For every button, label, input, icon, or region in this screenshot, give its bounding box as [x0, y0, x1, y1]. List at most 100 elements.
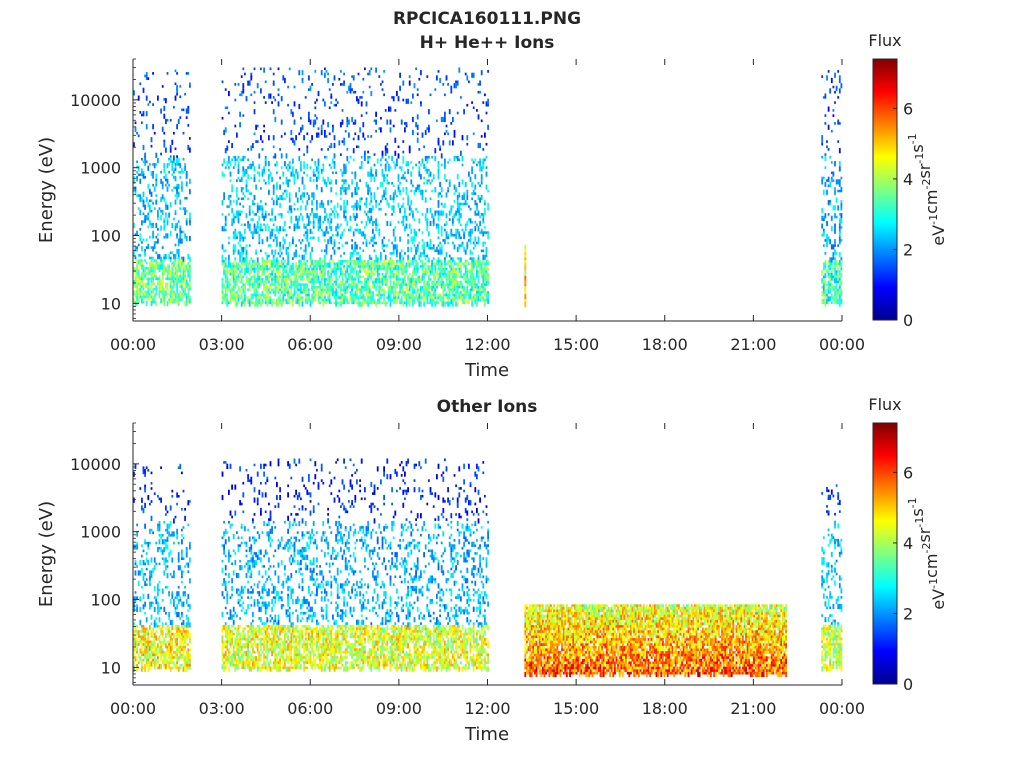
spectrogram-pixel: [155, 300, 158, 307]
spectrogram-pixel: [824, 93, 827, 99]
spectrogram-data: [133, 458, 843, 678]
spectrogram-pixel: [231, 223, 233, 227]
spectrogram-pixel: [152, 124, 154, 130]
spectrogram-pixel: [834, 228, 836, 234]
spectrogram-pixel: [316, 259, 318, 263]
spectrogram-pixel: [480, 228, 483, 234]
spectrogram-pixel: [147, 560, 150, 566]
spectrogram-pixel: [245, 213, 248, 219]
spectrogram-pixel: [231, 270, 233, 276]
spectrogram-pixel: [165, 586, 167, 589]
spectrogram-pixel: [256, 205, 259, 211]
spectrogram-pixel: [161, 293, 164, 296]
spectrogram-pixel: [392, 205, 395, 211]
spectrogram-pixel: [349, 267, 352, 273]
spectrogram-pixel: [139, 228, 142, 231]
spectrogram-pixel: [242, 114, 245, 117]
spectrogram-pixel: [176, 189, 178, 195]
spectrogram-pixel: [423, 254, 425, 258]
spectrogram-pixel: [255, 140, 257, 143]
spectrogram-pixel: [452, 241, 454, 245]
spectrogram-pixel: [372, 262, 374, 268]
spectrogram-pixel: [136, 596, 138, 599]
spectrogram-pixel: [288, 301, 291, 305]
spectrogram-pixel: [827, 184, 830, 188]
spectrogram-pixel: [247, 296, 249, 299]
spectrogram-pixel: [171, 640, 174, 644]
spectrogram-pixel: [466, 259, 469, 263]
spectrogram-pixel: [424, 215, 427, 221]
spectrogram-pixel: [266, 275, 269, 281]
spectrogram-pixel: [474, 244, 477, 247]
spectrogram-pixel: [134, 627, 137, 631]
spectrogram-pixel: [255, 213, 257, 216]
spectrogram-pixel: [356, 301, 358, 305]
spectrogram-pixel: [423, 181, 425, 185]
spectrogram-pixel: [295, 272, 297, 276]
spectrogram-pixel: [312, 272, 315, 276]
spectrogram-pixel: [330, 291, 333, 294]
spectrogram-pixel: [181, 238, 183, 244]
spectrogram-pixel: [487, 124, 489, 130]
spectrogram-pixel: [234, 244, 237, 250]
spectrogram-pixel: [829, 291, 832, 294]
spectrogram-pixel: [149, 293, 151, 296]
spectrogram-pixel: [835, 275, 838, 279]
spectrogram-pixel: [376, 293, 379, 297]
spectrogram-pixel: [149, 604, 151, 610]
spectrogram-pixel: [174, 168, 177, 171]
spectrogram-pixel: [248, 192, 251, 195]
spectrogram-pixel: [354, 228, 357, 232]
spectrogram-pixel: [139, 264, 142, 268]
spectrogram-pixel: [416, 296, 419, 299]
spectrogram-pixel: [835, 215, 838, 219]
spectrogram-pixel: [144, 474, 146, 477]
spectrogram-pixel: [136, 523, 138, 527]
spectrogram-pixel: [822, 218, 825, 221]
spectrogram-pixel: [242, 205, 245, 208]
spectrogram-pixel: [405, 189, 408, 195]
spectrogram-pixel: [524, 301, 527, 308]
spectrogram-pixel: [224, 298, 227, 305]
spectrogram-pixel: [142, 630, 145, 633]
spectrogram-pixel: [276, 270, 278, 273]
spectrogram-pixel: [288, 161, 291, 164]
spectrogram-pixel: [134, 246, 137, 252]
spectrogram-pixel: [477, 296, 480, 302]
spectrogram-pixel: [184, 163, 186, 166]
spectrogram-pixel: [477, 254, 480, 258]
spectrogram-pixel: [452, 301, 454, 307]
spectrogram-pixel: [293, 202, 296, 206]
spectrogram-pixel: [472, 72, 475, 78]
spectrogram-pixel: [147, 183, 150, 190]
spectrogram-pixel: [348, 265, 350, 268]
spectrogram-pixel: [453, 184, 456, 190]
spectrogram-pixel: [402, 265, 405, 271]
spectrogram-pixel: [343, 285, 345, 292]
spectrogram-pixel: [466, 142, 469, 146]
spectrogram-pixel: [306, 228, 309, 234]
spectrogram-pixel: [400, 296, 403, 302]
spectrogram-pixel: [229, 161, 232, 167]
spectrogram-pixel: [463, 109, 465, 115]
spectrogram-pixel: [144, 155, 146, 161]
spectrogram-pixel: [322, 285, 325, 292]
spectrogram-pixel: [224, 88, 227, 91]
spectrogram-pixel: [415, 296, 417, 299]
spectrogram-pixel: [386, 272, 389, 276]
spectrogram-pixel: [479, 184, 481, 188]
spectrogram-pixel: [368, 72, 371, 76]
spectrogram-pixel: [384, 150, 387, 156]
spectrogram-pixel: [420, 296, 422, 299]
spectrogram-pixel: [357, 187, 360, 190]
spectrogram-pixel: [145, 160, 148, 164]
spectrogram-pixel: [171, 165, 174, 171]
spectrogram-pixel: [155, 194, 158, 197]
spectrogram-pixel: [375, 259, 377, 263]
spectrogram-pixel: [288, 226, 291, 229]
unit-base: s: [908, 144, 927, 152]
spectrogram-pixel: [367, 184, 369, 190]
spectrogram-pixel: [229, 298, 232, 305]
spectrogram-pixel: [436, 259, 438, 266]
spectrogram-pixel: [161, 186, 164, 190]
